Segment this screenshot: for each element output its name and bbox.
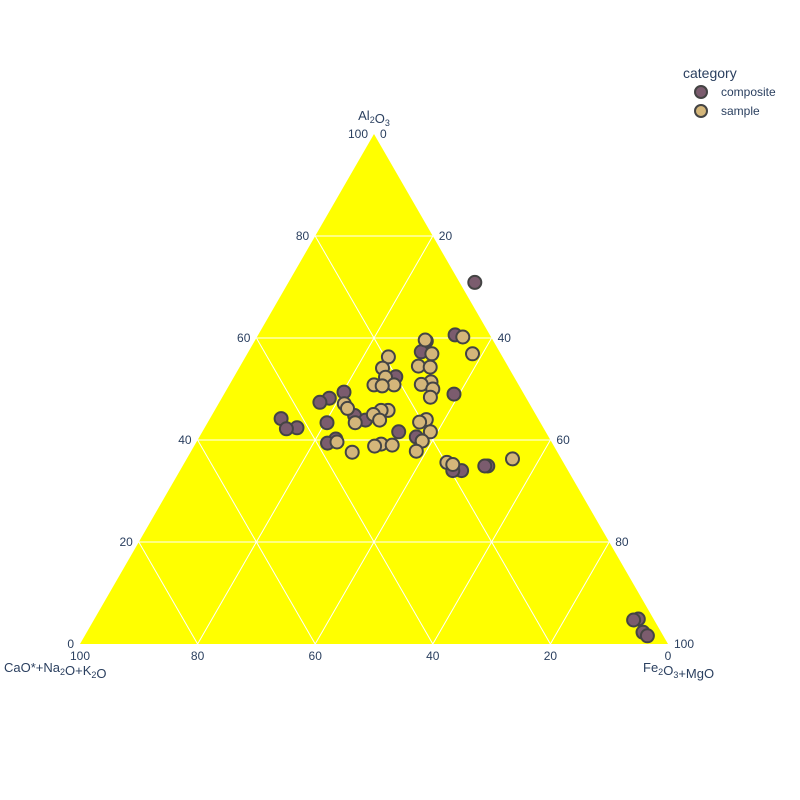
data-point-composite[interactable] (477, 458, 493, 474)
series-sample (329, 329, 520, 472)
c-axis-title: Fe2O3+MgO (643, 660, 714, 681)
b-axis-tick-label: 80 (191, 649, 205, 663)
data-point-composite[interactable] (626, 612, 642, 628)
grid-line-b (138, 541, 199, 645)
data-point-sample[interactable] (424, 346, 440, 362)
data-point-sample[interactable] (344, 444, 360, 460)
a-axis-tick-label: 100 (348, 127, 368, 141)
c-axis-tick-label: 100 (674, 637, 694, 651)
legend-marker-icon (694, 104, 708, 118)
grid-line-b (255, 337, 434, 645)
data-point-sample[interactable] (422, 424, 438, 440)
legend-item-label: sample (721, 104, 760, 118)
data-points (273, 274, 655, 644)
data-point-sample[interactable] (422, 359, 438, 375)
legend[interactable]: category composite sample (683, 65, 776, 118)
grid-line-b (197, 439, 316, 645)
data-point-composite[interactable] (319, 415, 335, 431)
data-point-composite[interactable] (446, 386, 462, 402)
legend-item-composite[interactable]: composite (694, 85, 776, 99)
data-point-sample[interactable] (417, 332, 433, 348)
c-axis-tick-label: 80 (615, 535, 629, 549)
data-point-composite[interactable] (639, 628, 655, 644)
data-point-composite[interactable] (312, 394, 328, 410)
data-point-sample[interactable] (455, 329, 471, 345)
data-point-sample[interactable] (347, 415, 363, 431)
data-point-sample[interactable] (367, 438, 383, 454)
legend-title: category (683, 65, 737, 81)
b-axis-tick-label: 100 (70, 649, 90, 663)
b-axis-tick-label: 60 (309, 649, 323, 663)
c-axis-tick-label: 0 (380, 127, 387, 141)
data-point-composite[interactable] (391, 424, 407, 440)
data-point-sample[interactable] (408, 443, 424, 459)
grid-line-c (432, 439, 551, 645)
data-point-sample[interactable] (412, 414, 428, 430)
a-axis-tick-label: 40 (178, 433, 192, 447)
grid-line-c (549, 541, 610, 645)
data-point-sample[interactable] (505, 451, 520, 467)
data-point-sample[interactable] (384, 437, 400, 453)
c-axis-tick-label: 60 (556, 433, 570, 447)
data-point-sample[interactable] (340, 400, 355, 416)
b-axis-tick-label: 0 (665, 649, 672, 663)
legend-item-label: composite (721, 85, 776, 99)
data-point-sample[interactable] (372, 412, 388, 428)
data-point-sample[interactable] (445, 457, 461, 472)
c-axis-tick-label: 20 (439, 229, 453, 243)
b-axis-tick-label: 20 (544, 649, 558, 663)
data-point-composite[interactable] (278, 421, 294, 437)
a-axis-title: Al2O3 (358, 108, 390, 128)
c-axis-tick-label: 40 (498, 331, 512, 345)
legend-item-sample[interactable]: sample (694, 104, 760, 118)
data-point-sample[interactable] (465, 346, 480, 362)
a-axis-tick-label: 0 (67, 637, 74, 651)
data-point-sample[interactable] (374, 378, 390, 394)
a-axis-tick-label: 60 (237, 331, 251, 345)
b-axis-title: CaO*+Na2O+K2O (4, 660, 107, 681)
data-point-sample[interactable] (422, 389, 438, 405)
a-axis-tick-label: 80 (296, 229, 310, 243)
grid-line-c (314, 337, 493, 645)
a-axis-tick-label: 20 (119, 535, 133, 549)
b-axis-tick-label: 40 (426, 649, 440, 663)
data-point-sample[interactable] (380, 349, 396, 365)
data-point-sample[interactable] (329, 434, 345, 450)
legend-marker-icon (694, 85, 708, 99)
data-point-composite[interactable] (467, 274, 483, 290)
